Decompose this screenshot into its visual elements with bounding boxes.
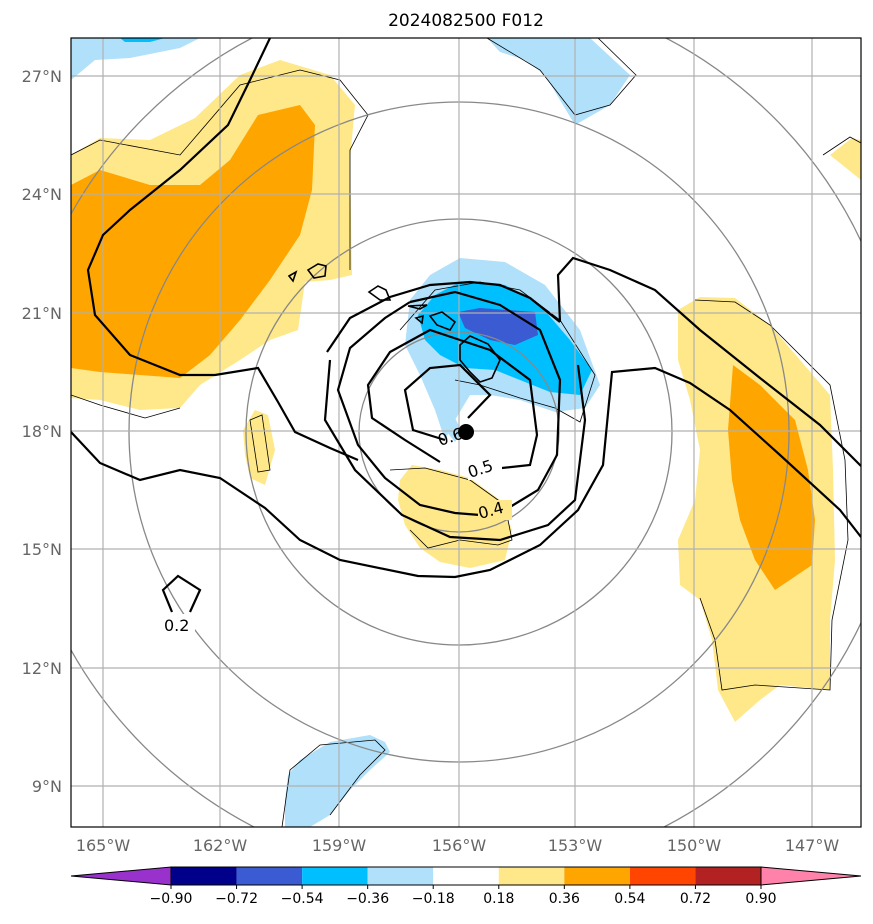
map-title: 2024082500 F012 bbox=[388, 11, 544, 31]
lat-tick: 15°N bbox=[22, 540, 62, 559]
colorbar-extend-high bbox=[760, 866, 862, 886]
height-contours bbox=[71, 38, 861, 613]
colorbar-extend-low bbox=[70, 866, 172, 886]
positive-anomaly-east bbox=[728, 365, 815, 590]
lon-axis: 165°W 162°W 159°W 156°W 153°W 150°W 147°… bbox=[76, 836, 840, 855]
colorbar-tick-label: −0.72 bbox=[215, 891, 258, 907]
island-big-island bbox=[459, 335, 501, 383]
island-molokai bbox=[407, 304, 428, 310]
colorbar-segment bbox=[367, 867, 434, 885]
storm-center-marker bbox=[458, 424, 474, 440]
colorbar-tick-label: 0.54 bbox=[614, 891, 645, 907]
negative-anomaly-corner-core bbox=[120, 38, 165, 42]
lat-tick: 9°N bbox=[32, 777, 62, 796]
lon-tick: 162°W bbox=[193, 836, 248, 855]
lat-tick: 24°N bbox=[22, 185, 62, 204]
colorbar-tick-label: 0.72 bbox=[680, 891, 711, 907]
positive-anomaly-south bbox=[398, 465, 512, 568]
map-area: 0.6 0.5 0.4 0.2 bbox=[71, 38, 861, 827]
negative-anomaly-north bbox=[487, 38, 630, 125]
lon-tick: 156°W bbox=[432, 836, 487, 855]
colorbar-tick-label: 0.18 bbox=[483, 891, 514, 907]
colorbar-tick-label: 0.36 bbox=[549, 891, 580, 907]
contour-0-4 bbox=[336, 290, 562, 517]
colorbar: −0.90 −0.72 −0.54 −0.36 −0.18 0.18 0.36 0.54 0.7… bbox=[70, 866, 862, 907]
positive-anomaly-ne bbox=[830, 138, 861, 180]
contour-west bbox=[86, 38, 359, 462]
shading-outlines bbox=[71, 38, 861, 827]
lon-tick: 165°W bbox=[76, 836, 131, 855]
gridlines bbox=[71, 38, 861, 827]
lat-tick: 21°N bbox=[22, 304, 62, 323]
contour-0-3 bbox=[71, 366, 861, 579]
lat-tick: 27°N bbox=[22, 67, 62, 86]
colorbar-segment bbox=[498, 867, 565, 885]
island-oahu bbox=[367, 285, 392, 301]
colorbar-segment bbox=[171, 867, 237, 885]
colorbar-segment bbox=[236, 867, 303, 885]
lat-axis: 27°N 24°N 21°N 18°N 15°N 12°N 9°N bbox=[22, 67, 62, 796]
island-kauai bbox=[306, 263, 327, 279]
coastline bbox=[287, 263, 501, 383]
contour-0-2 bbox=[161, 574, 202, 613]
colorbar-frame bbox=[170, 866, 762, 886]
contour-0-6 bbox=[403, 363, 492, 442]
island-niihau bbox=[287, 270, 298, 283]
colorbar-tick-label: −0.90 bbox=[150, 891, 193, 907]
colorbar-tick-label: −0.54 bbox=[281, 891, 324, 907]
map-frame bbox=[70, 37, 862, 828]
colorbar-segment bbox=[433, 867, 499, 885]
island-lanai bbox=[414, 314, 424, 325]
contour-outer bbox=[323, 256, 861, 542]
contour-label-0-2: 0.2 bbox=[164, 616, 189, 635]
colorbar-segment bbox=[695, 867, 761, 885]
lat-tick: 12°N bbox=[22, 659, 62, 678]
lon-tick: 150°W bbox=[667, 836, 722, 855]
colorbar-tick-label: −0.18 bbox=[412, 891, 455, 907]
colorbar-tick-label: 0.90 bbox=[745, 891, 776, 907]
island-maui bbox=[428, 311, 457, 331]
lat-tick: 18°N bbox=[22, 422, 62, 441]
colorbar-segment bbox=[564, 867, 630, 885]
negative-anomaly-sw bbox=[285, 735, 390, 827]
contour-0-5 bbox=[366, 328, 539, 470]
lon-tick: 153°W bbox=[548, 836, 603, 855]
lon-tick: 147°W bbox=[785, 836, 840, 855]
colorbar-segment bbox=[302, 867, 368, 885]
colorbar-tick-label: −0.36 bbox=[346, 891, 389, 907]
lon-tick: 159°W bbox=[312, 836, 367, 855]
colorbar-segment bbox=[629, 867, 696, 885]
negative-anomaly-small bbox=[445, 418, 462, 442]
